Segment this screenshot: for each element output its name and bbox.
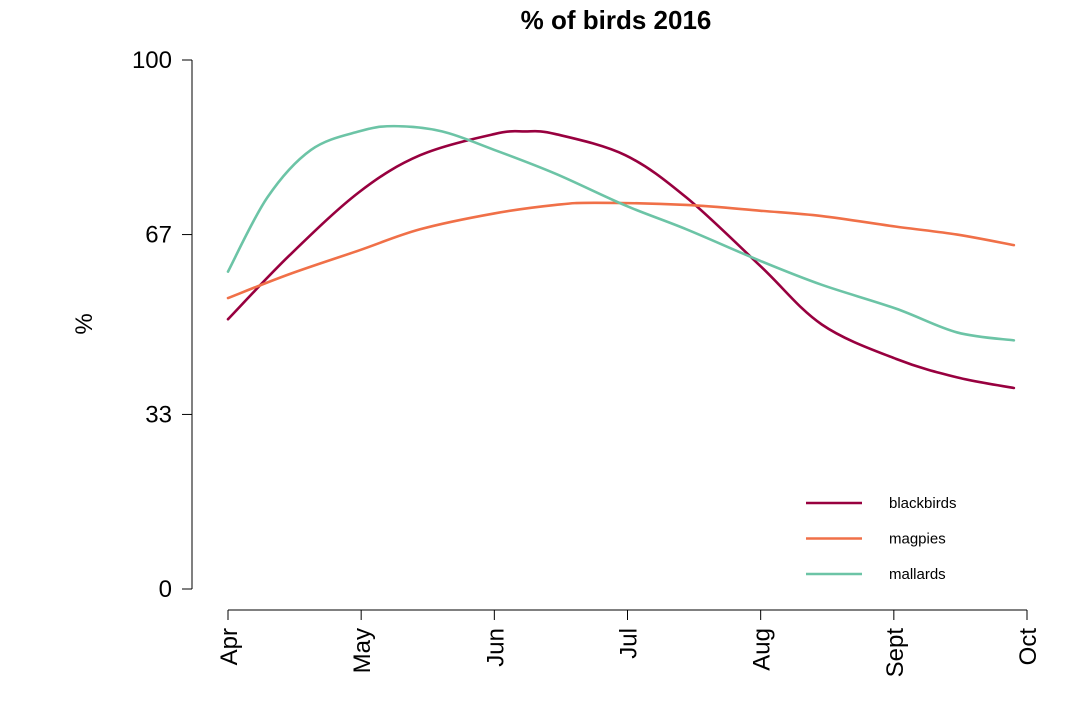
series-group (226, 124, 1016, 390)
x-tick-label: Jun (482, 628, 509, 667)
chart-title: % of birds 2016 (521, 5, 712, 35)
series-line-mallards (226, 124, 1016, 342)
x-tick-label: Sept (882, 628, 909, 678)
legend-label-blackbirds: blackbirds (889, 495, 957, 512)
series-line-magpies (226, 201, 1016, 300)
legend: blackbirds magpies mallards (806, 495, 957, 583)
legend-label-mallards: mallards (889, 566, 946, 583)
x-tick-label: Oct (1015, 628, 1042, 666)
y-tick-label: 100 (132, 47, 172, 74)
y-tick-label: 67 (145, 222, 172, 249)
x-tick-label: Apr (216, 628, 243, 665)
series-line-blackbirds (226, 129, 1016, 390)
x-tick-label: May (349, 628, 376, 673)
legend-label-magpies: magpies (889, 531, 946, 548)
x-tick-label: Aug (749, 628, 776, 671)
y-tick-label: 0 (159, 576, 172, 603)
y-tick-label: 33 (145, 401, 172, 428)
y-axis-label: % (71, 313, 98, 334)
x-axis: Apr May Jun Jul Aug Sept Oct (216, 609, 1042, 678)
y-axis: 0 33 67 100 (132, 47, 193, 603)
x-tick-label: Jul (616, 628, 643, 659)
